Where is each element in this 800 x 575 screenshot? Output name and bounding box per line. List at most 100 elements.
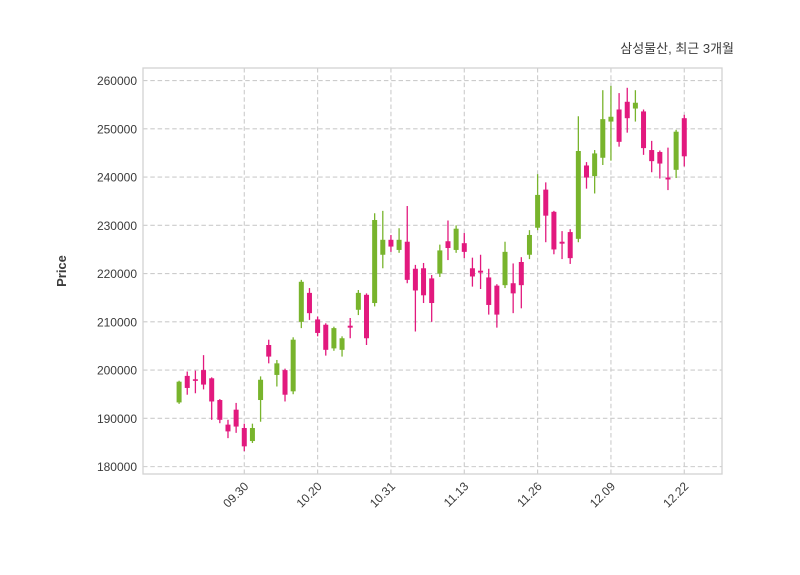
y-tick-label: 240000 — [97, 171, 137, 185]
candle — [176, 380, 182, 404]
candle — [559, 231, 565, 260]
candle-body — [510, 283, 516, 294]
candle — [241, 423, 247, 452]
candle — [502, 241, 508, 289]
y-tick-label: 250000 — [97, 122, 137, 136]
candle-body — [331, 328, 337, 349]
candle-body — [673, 131, 679, 170]
candle-body — [575, 151, 581, 239]
candle-body — [274, 363, 280, 375]
candle-body — [306, 292, 312, 314]
candle — [665, 147, 671, 191]
candle-body — [641, 111, 647, 149]
candle-body — [632, 102, 638, 109]
candle-body — [600, 119, 606, 158]
candle-body — [233, 409, 239, 427]
y-tick-label: 220000 — [97, 267, 137, 281]
candle — [486, 268, 492, 315]
candle-body — [681, 118, 687, 157]
candle — [673, 129, 679, 179]
candle — [551, 210, 557, 255]
candle — [274, 359, 280, 387]
candle-body — [201, 370, 207, 385]
candle-body — [258, 379, 264, 401]
candle — [331, 326, 337, 351]
chart-title: 삼성물산, 최근 3개월 — [620, 41, 734, 56]
candle — [469, 257, 475, 287]
candle-body — [469, 268, 475, 277]
candle-body — [372, 220, 378, 304]
candle-body — [535, 194, 541, 228]
candle-body — [355, 292, 361, 310]
candle — [445, 220, 451, 261]
candle — [608, 85, 614, 161]
candle-layer — [176, 85, 687, 452]
candle-body — [339, 338, 345, 350]
candle-body — [176, 381, 182, 403]
x-tick-label: 11.13 — [441, 479, 472, 510]
x-tick-label: 09.30 — [220, 479, 251, 510]
candle-body — [649, 150, 655, 162]
candle-body — [388, 239, 394, 247]
x-axis-tick-labels: 09.30 10.20 10.31 11.13 11.26 12.09 12.22 — [220, 479, 691, 510]
candle — [323, 323, 329, 356]
candle — [453, 225, 459, 253]
candle-body — [445, 241, 451, 249]
candle-body — [665, 177, 671, 180]
candle-body — [347, 325, 353, 328]
candle — [567, 229, 573, 264]
candle — [494, 284, 500, 328]
y-tick-label: 210000 — [97, 315, 137, 329]
candle — [315, 316, 321, 337]
candle — [217, 399, 223, 424]
candle-body — [249, 428, 255, 442]
candle — [355, 289, 361, 316]
candle-body — [412, 268, 418, 291]
candle — [575, 116, 581, 243]
x-tick-label: 10.20 — [294, 479, 325, 510]
candle — [478, 254, 484, 290]
candle-body — [396, 239, 402, 250]
candle — [681, 114, 687, 167]
candle-body — [266, 345, 272, 357]
candle-body — [567, 232, 573, 259]
candle-body — [364, 294, 370, 339]
candle — [209, 377, 215, 420]
candle — [632, 90, 638, 122]
candle — [380, 210, 386, 269]
candle — [339, 336, 345, 357]
candle — [184, 371, 190, 395]
candle — [461, 233, 467, 259]
candle — [201, 355, 207, 390]
candle — [306, 288, 312, 320]
candle — [347, 317, 353, 339]
candle-body — [583, 165, 589, 178]
candle — [372, 213, 378, 307]
candle-body — [486, 277, 492, 305]
candle — [404, 206, 410, 284]
candle-body — [290, 339, 296, 392]
y-tick-label: 180000 — [97, 460, 137, 474]
candle — [592, 150, 598, 194]
x-tick-label: 11.26 — [514, 479, 545, 510]
candle-body — [209, 378, 215, 402]
candle — [249, 423, 255, 443]
candle — [616, 93, 622, 147]
candle-body — [404, 241, 410, 280]
candle-body — [608, 116, 614, 122]
candle-body — [657, 151, 663, 164]
candle-body — [559, 241, 565, 244]
candle — [624, 87, 630, 133]
candle-body — [298, 281, 304, 322]
candle — [600, 90, 606, 165]
candle-body — [421, 268, 427, 296]
candle — [657, 150, 663, 179]
candle-body — [429, 278, 435, 304]
candle — [649, 140, 655, 173]
x-tick-label: 12.22 — [660, 479, 691, 510]
candle-body — [478, 270, 484, 273]
candle — [290, 337, 296, 395]
candle-body — [380, 239, 386, 255]
candle — [518, 257, 524, 309]
